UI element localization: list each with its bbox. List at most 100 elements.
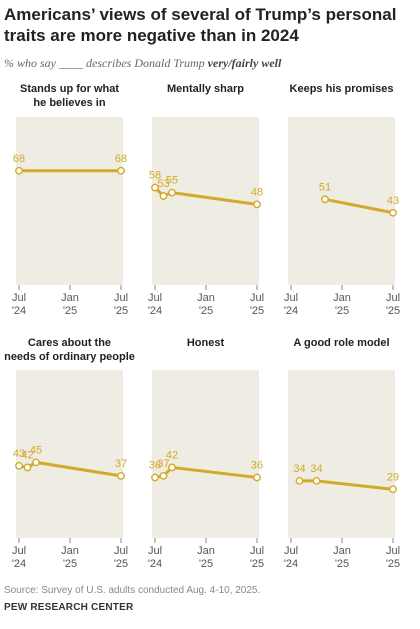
x-tick-label: Jul [386, 292, 400, 304]
data-label: 36 [149, 460, 161, 472]
data-label: 29 [387, 471, 399, 483]
data-label: 43 [387, 195, 399, 207]
data-point [151, 473, 159, 482]
data-point [15, 166, 23, 175]
x-tick-label: Jan [333, 292, 351, 304]
x-tick-label: '25 [114, 305, 128, 317]
data-point [295, 476, 304, 485]
data-point [253, 200, 261, 209]
data-point [117, 471, 125, 480]
data-point [32, 458, 40, 467]
x-tick-label: Jan [197, 292, 215, 304]
x-tick-label: '25 [250, 305, 264, 317]
data-point [159, 471, 168, 480]
data-point [159, 192, 168, 200]
data-label: 42 [21, 449, 33, 461]
x-tick-label: '25 [250, 558, 264, 570]
x-tick-label: Jul [148, 292, 162, 304]
x-tick-label: Jan [333, 545, 351, 557]
series-line [153, 186, 258, 206]
organization-name: PEW RESEARCH CENTER [4, 602, 134, 613]
data-label: 37 [157, 458, 169, 470]
data-point [389, 208, 397, 217]
series-line [18, 460, 122, 478]
panel-title: Cares about the [28, 337, 111, 349]
x-tick-label: Jul [250, 545, 264, 557]
data-label: 55 [166, 175, 178, 187]
subtitle-prefix: % who say [4, 56, 56, 70]
x-tick-label: '25 [386, 558, 400, 570]
data-point [15, 461, 23, 470]
chart-title: Americans’ views of several of Trump’s p… [4, 5, 397, 45]
panel-background [152, 370, 259, 538]
data-label: 34 [293, 463, 305, 475]
panel-background [288, 117, 395, 285]
data-label: 36 [251, 460, 263, 472]
panel-title: Honest [187, 337, 225, 349]
x-tick-label: '25 [114, 558, 128, 570]
x-tick-label: '25 [63, 558, 77, 570]
panel-title: needs of ordinary people [4, 351, 135, 363]
x-tick-label: Jul [284, 292, 298, 304]
x-tick-label: Jan [61, 292, 79, 304]
chart-panel-4: Cares about the needs of ordinary people J… [4, 337, 135, 570]
panel-title: Keeps his promises [290, 83, 394, 95]
x-tick-label: Jul [12, 292, 26, 304]
x-tick-label: '24 [284, 558, 298, 570]
data-point [23, 463, 32, 472]
x-tick-label: '25 [199, 305, 213, 317]
data-point [151, 183, 159, 192]
x-tick-label: Jan [61, 545, 79, 557]
x-tick-label: Jul [284, 545, 298, 557]
data-label: 68 [13, 153, 25, 165]
data-point [168, 463, 176, 472]
chart-subtitle: % who say ____ describes Donald Trump ve… [4, 56, 281, 71]
data-label: 42 [166, 449, 178, 461]
panel-background [16, 370, 123, 538]
series-line [154, 465, 258, 480]
source-note: Source: Survey of U.S. adults conducted … [4, 585, 261, 596]
x-tick-label: '25 [335, 558, 349, 570]
x-tick-label: '25 [199, 558, 213, 570]
x-tick-label: '24 [12, 558, 26, 570]
data-label: 68 [115, 153, 127, 165]
x-tick-label: Jul [114, 292, 128, 304]
x-tick-label: '25 [386, 305, 400, 317]
x-tick-label: '25 [335, 305, 349, 317]
data-label: 48 [251, 186, 263, 198]
data-point [389, 485, 397, 494]
x-tick-label: '25 [63, 305, 77, 317]
panel-background [16, 117, 123, 285]
x-tick-label: Jul [250, 292, 264, 304]
panel-title: Stands up for what [20, 83, 119, 95]
panel-background [288, 370, 395, 538]
x-tick-label: Jul [148, 545, 162, 557]
panel-title: A good role model [293, 337, 389, 349]
panel-title: Mentally sharp [167, 83, 244, 95]
data-label: 37 [115, 458, 127, 470]
subtitle-middle: describes Donald Trump [86, 56, 205, 70]
panel-title: he believes in [33, 97, 105, 109]
subtitle-emphasis: very/fairly well [207, 56, 282, 70]
x-tick-label: Jul [12, 545, 26, 557]
x-tick-label: '24 [148, 305, 162, 317]
data-point [321, 195, 329, 204]
x-tick-label: Jul [114, 545, 128, 557]
x-tick-label: Jul [386, 545, 400, 557]
data-label: 51 [319, 181, 331, 193]
data-label: 45 [30, 444, 42, 456]
data-label: 43 [13, 448, 25, 460]
data-label: 53 [157, 178, 169, 190]
series-line [324, 197, 394, 215]
data-point [168, 188, 176, 197]
data-label: 58 [149, 170, 161, 182]
x-tick-label: '24 [148, 558, 162, 570]
x-tick-label: Jan [197, 545, 215, 557]
data-label: 34 [310, 463, 322, 475]
